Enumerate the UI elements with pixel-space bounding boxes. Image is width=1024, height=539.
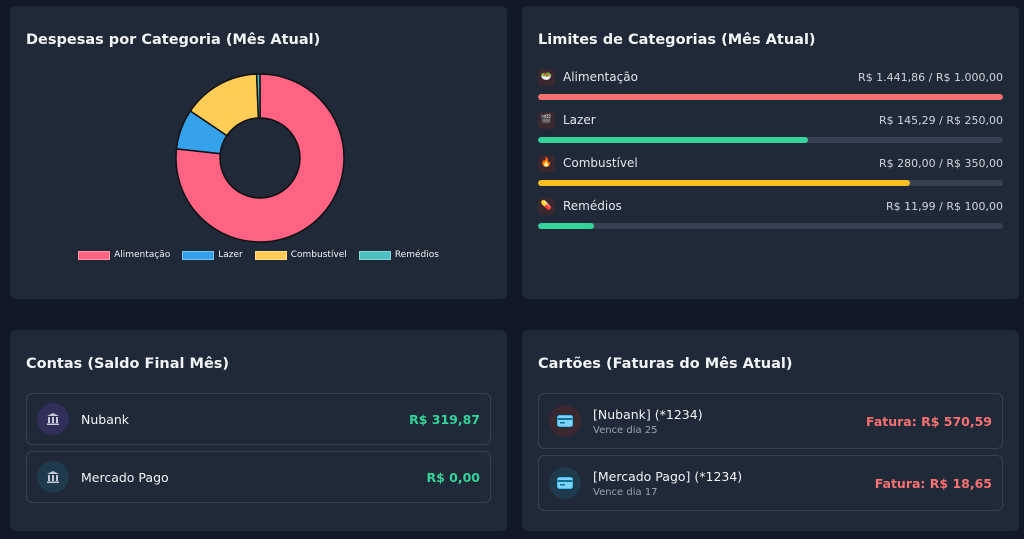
- card-invoice: Fatura: R$ 570,59: [866, 413, 992, 429]
- limits-title: Limites de Categorias (Mês Atual): [538, 32, 816, 48]
- legend-swatch: [358, 250, 391, 260]
- salad-icon: 🥗: [538, 68, 555, 86]
- card-invoice: Fatura: R$ 18,65: [874, 475, 992, 491]
- card-item-mercado-pago[interactable]: [Mercado Pago] (*1234) Vence dia 17 Fatu…: [538, 455, 1003, 511]
- legend-label: Alimentação: [114, 250, 171, 260]
- limit-progress-bar: [538, 180, 1003, 186]
- legend-item-combustivel[interactable]: Combustível: [254, 250, 347, 260]
- limit-values: R$ 11,99 / R$ 100,00: [886, 199, 1003, 213]
- expenses-title: Despesas por Categoria (Mês Atual): [26, 32, 321, 48]
- limit-progress-fill: [538, 94, 1003, 100]
- limit-row-alimentacao: 🥗 Alimentação R$ 1.441,86 / R$ 1.000,00: [538, 68, 1003, 100]
- card-item-nubank[interactable]: [Nubank] (*1234) Vence dia 25 Fatura: R$…: [538, 393, 1003, 449]
- limit-name: Alimentação: [563, 70, 638, 84]
- legend-item-lazer[interactable]: Lazer: [182, 250, 243, 260]
- limit-progress-fill: [538, 223, 594, 229]
- accounts-title: Contas (Saldo Final Mês): [26, 356, 230, 372]
- account-item-nubank[interactable]: Nubank R$ 319,87: [26, 393, 491, 445]
- donut-slice-alimentacao[interactable]: [175, 73, 345, 243]
- legend-label: Combustível: [290, 250, 347, 260]
- limit-progress-bar: [538, 94, 1003, 100]
- account-name: Mercado Pago: [81, 469, 169, 485]
- limit-progress-bar: [538, 137, 1003, 143]
- limit-progress-bar: [538, 223, 1003, 229]
- fuel-icon: 🔥: [538, 154, 555, 172]
- cards-title: Cartões (Faturas do Mês Atual): [538, 356, 793, 372]
- legend-item-remedios[interactable]: Remédios: [358, 250, 439, 260]
- expenses-card: Despesas por Categoria (Mês Atual) Alime…: [10, 6, 507, 299]
- limit-row-lazer: 🎬 Lazer R$ 145,29 / R$ 250,00: [538, 111, 1003, 143]
- legend-swatch: [254, 250, 287, 260]
- legend-item-alimentacao[interactable]: Alimentação: [78, 250, 170, 260]
- card-due-date: Vence dia 25: [593, 424, 658, 436]
- donut-slice-remedios[interactable]: [255, 73, 261, 119]
- accounts-card: Contas (Saldo Final Mês) Nubank R$ 319,8…: [10, 330, 507, 531]
- limit-progress-fill: [538, 137, 808, 143]
- legend-label: Lazer: [218, 250, 243, 260]
- legend-label: Remédios: [394, 250, 439, 260]
- film-icon: 🎬: [538, 111, 555, 129]
- card-due-date: Vence dia 17: [593, 486, 658, 498]
- card-name: [Mercado Pago] (*1234): [593, 468, 743, 484]
- legend-swatch: [182, 250, 215, 260]
- bank-icon: [37, 461, 69, 493]
- legend-swatch: [78, 250, 111, 260]
- limit-name: Lazer: [563, 113, 596, 127]
- limit-values: R$ 1.441,86 / R$ 1.000,00: [858, 70, 1003, 84]
- card-name: [Nubank] (*1234): [593, 406, 703, 422]
- expenses-donut-chart: [175, 73, 345, 243]
- limit-row-combustivel: 🔥 Combustível R$ 280,00 / R$ 350,00: [538, 154, 1003, 186]
- chart-legend: Alimentação Lazer Combustível Remédios: [10, 250, 507, 260]
- credit-card-icon: [549, 405, 581, 437]
- bank-icon: [37, 403, 69, 435]
- limit-row-remedios: 💊 Remédios R$ 11,99 / R$ 100,00: [538, 197, 1003, 229]
- account-name: Nubank: [81, 411, 130, 427]
- credit-cards-card: Cartões (Faturas do Mês Atual) [Nubank] …: [522, 330, 1019, 531]
- limit-progress-fill: [538, 180, 910, 186]
- limits-card: Limites de Categorias (Mês Atual) 🥗 Alim…: [522, 6, 1019, 299]
- limit-name: Remédios: [563, 199, 622, 213]
- limit-name: Combustível: [563, 156, 638, 170]
- account-balance: R$ 0,00: [426, 469, 480, 485]
- limit-values: R$ 145,29 / R$ 250,00: [879, 113, 1003, 127]
- pill-icon: 💊: [538, 197, 555, 215]
- credit-card-icon: [549, 467, 581, 499]
- limit-values: R$ 280,00 / R$ 350,00: [879, 156, 1003, 170]
- account-item-mercado-pago[interactable]: Mercado Pago R$ 0,00: [26, 451, 491, 503]
- account-balance: R$ 319,87: [409, 411, 480, 427]
